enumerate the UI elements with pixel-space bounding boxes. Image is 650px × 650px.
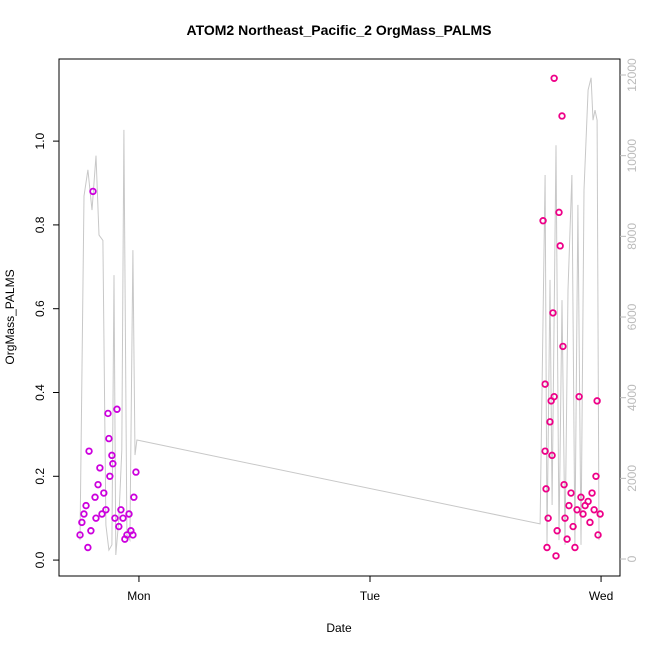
data-point <box>548 451 556 460</box>
data-point <box>119 514 127 522</box>
plot-box <box>58 58 621 577</box>
data-point <box>78 518 86 527</box>
data-point <box>558 112 566 120</box>
y-axis-label: OrgMass_PALMS <box>3 269 17 364</box>
data-point <box>549 309 557 317</box>
data-point <box>584 497 592 506</box>
y2-tick-label: 12000 <box>625 58 639 92</box>
data-point <box>132 468 140 476</box>
y-tick-label: 0.8 <box>33 216 47 233</box>
data-point <box>98 510 106 518</box>
y-tick-label: 0.6 <box>33 300 47 317</box>
y2-tick-label: 10000 <box>625 139 639 173</box>
data-point <box>106 472 114 480</box>
x-tick-label: Mon <box>127 589 150 603</box>
data-point <box>100 489 108 497</box>
y2-tick-label: 8000 <box>625 223 639 250</box>
data-point <box>541 380 549 388</box>
data-point <box>546 418 554 426</box>
data-point <box>84 543 92 552</box>
data-point <box>571 543 579 552</box>
data-point <box>111 514 119 522</box>
data-point <box>594 531 602 539</box>
data-point <box>94 480 102 489</box>
data-point <box>109 460 117 468</box>
data-point <box>590 506 598 514</box>
data-point <box>577 493 585 501</box>
data-point <box>550 392 558 401</box>
data-point <box>561 514 569 522</box>
data-point <box>104 409 112 418</box>
y2-tick-label: 4000 <box>625 384 639 411</box>
data-point <box>102 506 110 514</box>
data-point <box>553 527 561 535</box>
data-point <box>125 510 133 518</box>
data-point <box>96 464 104 472</box>
data-point <box>113 405 121 413</box>
data-point <box>108 451 116 460</box>
data-point <box>575 392 583 401</box>
data-point <box>579 510 587 518</box>
y-tick-label: 0.4 <box>33 384 47 401</box>
data-point <box>567 489 575 497</box>
data-point <box>559 342 567 351</box>
data-point <box>592 472 600 480</box>
x-tick-label: Tue <box>360 589 381 603</box>
data-point <box>543 543 551 552</box>
data-point <box>542 485 550 493</box>
x-axis-label: Date <box>326 621 352 635</box>
data-point <box>115 522 123 531</box>
data-point <box>544 514 552 522</box>
data-point <box>555 208 563 217</box>
data-point <box>552 552 560 560</box>
data-point <box>588 489 596 497</box>
data-point <box>593 397 601 405</box>
data-point <box>89 187 97 196</box>
data-point <box>129 531 137 539</box>
y2-tick-label: 6000 <box>625 303 639 330</box>
chart-title: ATOM2 Northeast_Pacific_2 OrgMass_PALMS <box>187 22 492 38</box>
data-point <box>76 531 84 539</box>
data-point <box>550 74 558 82</box>
data-point <box>573 506 581 514</box>
data-point <box>87 527 95 535</box>
data-point <box>539 217 547 225</box>
line-series <box>79 77 600 556</box>
y-tick-label: 1.0 <box>33 132 47 149</box>
data-point <box>105 434 113 443</box>
data-point <box>82 501 90 510</box>
data-point <box>596 510 604 518</box>
y-tick-label: 0.2 <box>33 468 47 485</box>
data-point <box>556 242 564 250</box>
data-point <box>80 510 88 518</box>
data-point <box>117 506 125 514</box>
data-point <box>92 514 100 522</box>
data-point <box>565 501 573 510</box>
data-point <box>569 522 577 531</box>
y2-tick-label: 2000 <box>625 465 639 492</box>
data-point <box>586 518 594 527</box>
data-point <box>563 535 571 543</box>
data-point <box>85 447 93 455</box>
data-point <box>91 493 99 501</box>
data-point <box>560 480 568 489</box>
y2-tick-label: 0 <box>625 555 639 562</box>
y-tick-label: 0.0 <box>33 551 47 568</box>
data-point <box>130 493 138 501</box>
x-tick-label: Wed <box>589 589 613 603</box>
data-point <box>541 447 549 455</box>
